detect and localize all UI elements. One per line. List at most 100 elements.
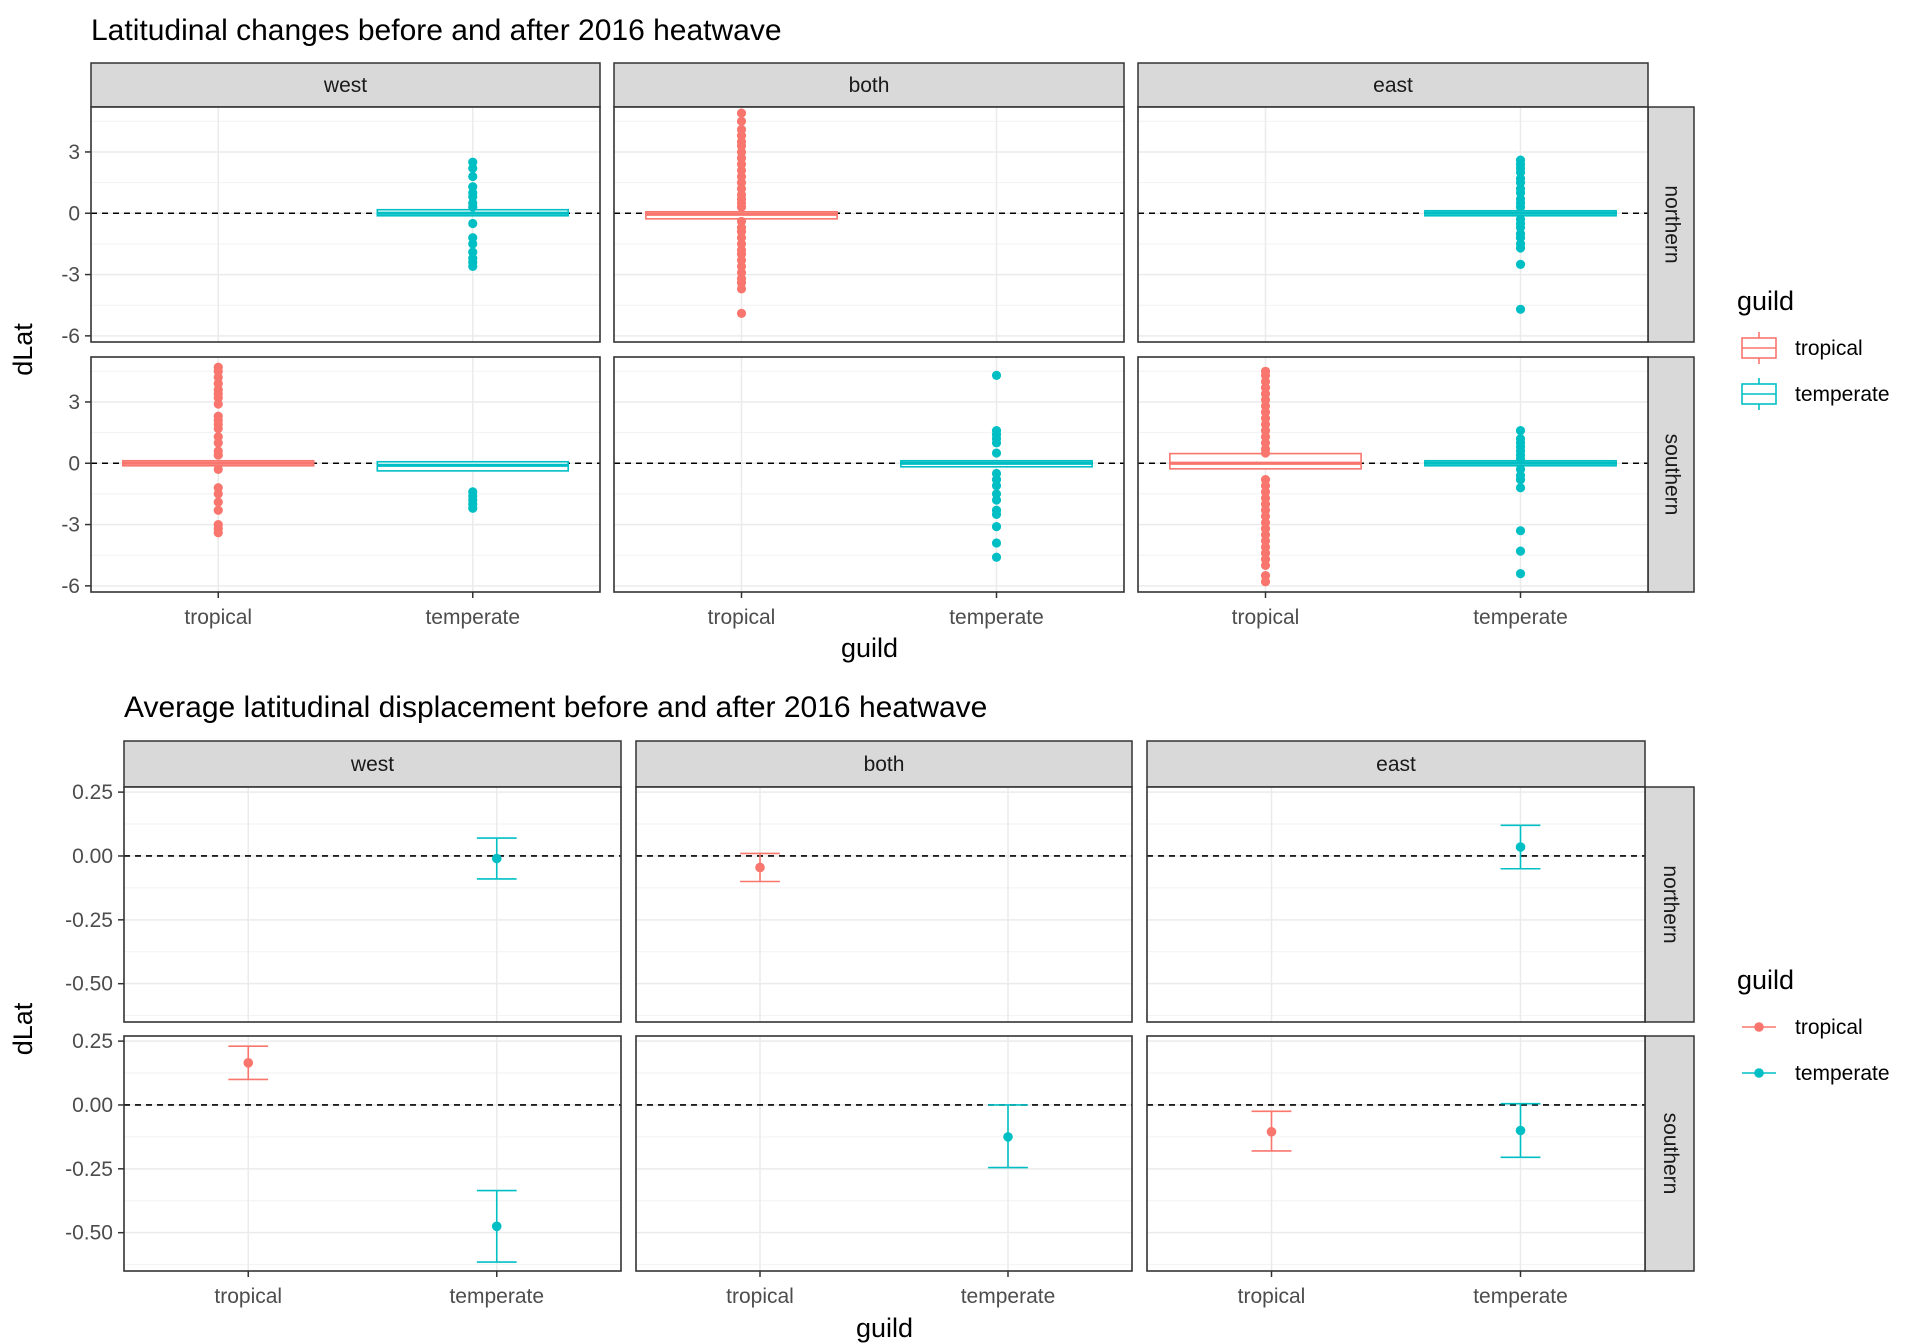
outlier-point-tropical	[736, 108, 747, 118]
error-bar-figure: Average latitudinal displacement before …	[8, 691, 1890, 1343]
outlier-point-temperate	[991, 509, 1002, 519]
outlier-point-tropical	[736, 308, 747, 318]
y-axis-title: dLat	[8, 1002, 38, 1055]
x-tick-label-tropical: tropical	[1238, 1285, 1306, 1308]
panel-border	[613, 356, 1125, 593]
panel-border	[123, 786, 622, 1023]
panel-border	[1137, 356, 1649, 593]
mean-point-temperate	[491, 853, 502, 864]
facet-strip	[123, 740, 622, 788]
chart-title: Average latitudinal displacement before …	[124, 691, 987, 724]
panel-background	[636, 1036, 1132, 1271]
facet-label-west: west	[323, 74, 367, 97]
mean-point-temperate	[491, 1221, 502, 1232]
row-label-northern: northern	[1659, 865, 1682, 943]
outlier-point-temperate	[1515, 526, 1526, 536]
panel-border	[123, 1035, 622, 1272]
outlier-point-temperate	[991, 438, 1002, 448]
outlier-point-temperate	[991, 495, 1002, 505]
x-tick-label-tropical: tropical	[184, 606, 252, 629]
outlier-point-tropical	[213, 399, 223, 409]
y-tick-label: -0.25	[65, 1158, 113, 1181]
panel-border	[613, 106, 1125, 343]
legend-label-tropical: tropical	[1795, 1016, 1863, 1039]
outlier-point-temperate	[1515, 259, 1526, 269]
outlier-point-tropical	[213, 528, 223, 538]
panel-background	[1138, 357, 1648, 592]
facet-strip	[90, 62, 601, 108]
outlier-point-temperate	[1515, 243, 1526, 253]
legend-key-temperate	[1754, 1068, 1764, 1078]
x-tick-label-temperate: temperate	[961, 1285, 1056, 1308]
outlier-point-temperate	[1515, 475, 1526, 485]
y-tick-label: 0.00	[72, 845, 113, 868]
facet-strip	[1137, 62, 1649, 108]
outlier-point-temperate	[1515, 202, 1526, 212]
outlier-point-temperate	[991, 370, 1002, 380]
outlier-point-tropical	[213, 489, 223, 499]
x-tick-label-tropical: tropical	[726, 1285, 794, 1308]
y-tick-label: -3	[61, 514, 80, 537]
y-tick-label: 0.25	[72, 781, 113, 804]
y-tick-label: 0	[68, 202, 80, 225]
outlier-point-temperate	[1515, 569, 1526, 579]
row-strip	[1647, 106, 1695, 343]
outlier-point-temperate	[1515, 454, 1526, 464]
row-strip	[1644, 1035, 1695, 1272]
outlier-point-temperate	[1515, 483, 1526, 493]
outlier-point-temperate	[468, 503, 478, 513]
outlier-point-tropical	[1260, 577, 1271, 587]
outlier-point-tropical	[736, 202, 747, 212]
mean-point-tropical	[1266, 1126, 1277, 1137]
outlier-point-temperate	[468, 202, 478, 212]
outlier-point-tropical	[736, 284, 747, 294]
y-tick-label: -3	[61, 264, 80, 287]
outlier-point-tropical	[1260, 560, 1271, 571]
y-tick-label: -0.50	[65, 973, 113, 996]
panel-border	[1146, 1035, 1646, 1272]
outlier-point-tropical	[1260, 448, 1271, 458]
x-axis-title: guild	[841, 633, 898, 663]
mean-point-tropical	[755, 862, 765, 873]
panel-border	[635, 786, 1133, 1023]
mean-point-tropical	[243, 1058, 254, 1068]
legend-label-temperate: temperate	[1795, 383, 1890, 406]
y-tick-label: -0.50	[65, 1222, 113, 1245]
outlier-point-temperate	[991, 481, 1002, 491]
x-tick-label-tropical: tropical	[708, 606, 776, 629]
facet-label-east: east	[1376, 753, 1416, 776]
mean-point-temperate	[1003, 1132, 1013, 1142]
panel-background	[1147, 787, 1645, 1022]
y-axis-title: dLat	[8, 323, 38, 376]
outlier-point-temperate	[1515, 304, 1526, 314]
panel-background	[91, 357, 600, 592]
outlier-point-temperate	[468, 239, 478, 249]
outlier-point-temperate	[468, 163, 478, 173]
panel-border	[1137, 106, 1649, 343]
row-strip	[1647, 356, 1695, 593]
outlier-point-tropical	[213, 505, 223, 515]
y-tick-label: 0.00	[72, 1094, 113, 1117]
outlier-point-tropical	[213, 423, 223, 434]
legend-title: guild	[1737, 965, 1794, 995]
outlier-point-temperate	[468, 171, 478, 182]
legend-title: guild	[1737, 286, 1794, 316]
outlier-point-temperate	[991, 552, 1002, 562]
x-tick-label-temperate: temperate	[425, 606, 520, 629]
y-tick-label: 0.25	[72, 1030, 113, 1053]
x-axis-title: guild	[856, 1313, 913, 1343]
outlier-point-tropical	[213, 464, 223, 474]
panel-background	[614, 107, 1124, 342]
facet-strip	[635, 740, 1133, 788]
y-tick-label: -0.25	[65, 909, 113, 932]
x-tick-label-tropical: tropical	[1232, 606, 1300, 629]
x-tick-label-temperate: temperate	[449, 1285, 544, 1308]
y-tick-label: 3	[68, 141, 80, 164]
facet-label-both: both	[849, 74, 890, 97]
facet-strip	[1146, 740, 1646, 788]
x-tick-label-temperate: temperate	[1473, 1285, 1568, 1308]
row-label-northern: northern	[1660, 185, 1683, 263]
mean-point-temperate	[1515, 842, 1526, 852]
x-tick-label-tropical: tropical	[214, 1285, 282, 1308]
